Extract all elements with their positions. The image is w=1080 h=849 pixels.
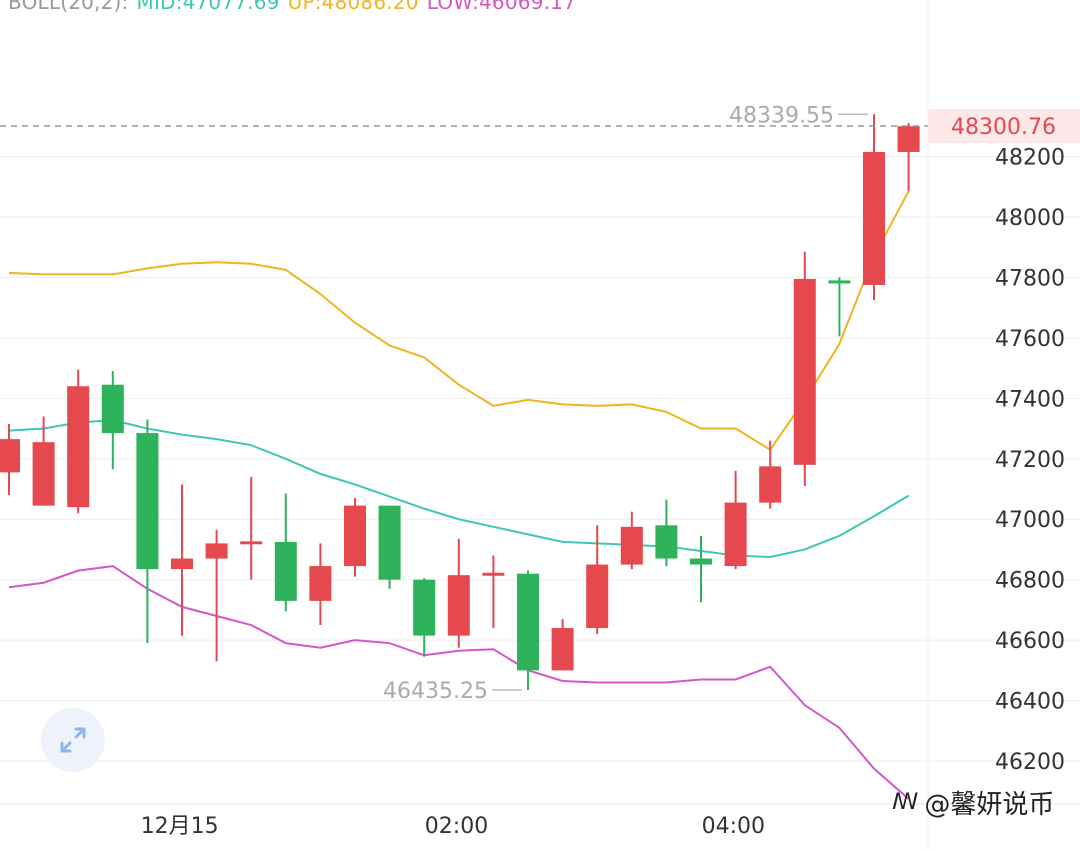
boll-up-value: UP:48086.20 xyxy=(287,0,419,14)
y-tick-label: 47600 xyxy=(995,327,1065,352)
x-tick-label: 02:00 xyxy=(425,814,488,839)
candle-body xyxy=(309,566,332,601)
expand-chart-button[interactable] xyxy=(41,708,105,772)
y-tick-label: 46600 xyxy=(995,629,1065,654)
candle-body xyxy=(759,466,782,503)
boll-indicator-name: BOLL(20,2): xyxy=(8,0,129,14)
candle-body xyxy=(101,384,124,434)
current-price-label: 48300.76 xyxy=(951,115,1056,140)
y-tick-label: 46800 xyxy=(995,569,1065,594)
candle-body xyxy=(344,505,366,567)
candle-body xyxy=(171,558,193,570)
candle-body xyxy=(690,558,712,565)
candle-body xyxy=(482,572,505,576)
weibo-icon: ꟿ xyxy=(892,790,919,815)
candle-body xyxy=(0,439,20,473)
watermark: ꟿ @馨妍说币 xyxy=(892,784,1054,821)
candle-body xyxy=(413,579,436,636)
candle-body xyxy=(551,628,574,671)
expand-arrows-icon xyxy=(60,727,86,753)
watermark-text: @馨妍说币 xyxy=(924,790,1055,820)
candle-body xyxy=(205,543,228,559)
candle-body xyxy=(828,280,851,284)
y-tick-label: 47800 xyxy=(995,266,1065,291)
candle-body xyxy=(517,573,539,671)
boll-low-line xyxy=(8,565,910,800)
x-tick-label: 04:00 xyxy=(702,814,765,839)
y-tick-label: 48000 xyxy=(995,206,1065,231)
y-tick-label: 46200 xyxy=(995,750,1065,775)
candle-body xyxy=(897,126,920,152)
candle-body xyxy=(724,502,747,567)
candle-body xyxy=(863,151,885,285)
y-tick-label: 48200 xyxy=(995,145,1065,170)
boll-mid-value: MID:47077.69 xyxy=(136,0,280,14)
boll-mid-line xyxy=(8,419,910,559)
y-tick-label: 47400 xyxy=(995,387,1065,412)
candle-body xyxy=(378,505,401,580)
boll-indicator-header: BOLL(20,2): MID:47077.69 UP:48086.20 LOW:46… xyxy=(8,0,584,14)
y-tick-label: 47200 xyxy=(995,448,1065,473)
boll-up-line xyxy=(8,190,910,452)
current-price-tag xyxy=(928,109,1080,144)
price-annotation: 46435.25 xyxy=(383,679,488,704)
candle-body xyxy=(586,564,609,629)
candle-body xyxy=(655,525,678,559)
candle-body xyxy=(620,526,643,565)
candle-body xyxy=(67,386,90,508)
candle-body xyxy=(240,541,263,545)
y-tick-label: 47000 xyxy=(995,508,1065,533)
x-tick-label: 12月15 xyxy=(141,814,219,839)
candle-body xyxy=(32,442,55,506)
y-tick-label: 46400 xyxy=(995,690,1065,715)
candle-body xyxy=(793,278,816,465)
candle-body xyxy=(274,541,297,601)
candle-body xyxy=(447,575,470,636)
price-annotation: 48339.55 xyxy=(729,103,834,128)
boll-low-value: LOW:46069.17 xyxy=(426,0,577,14)
candle-body xyxy=(136,433,159,570)
